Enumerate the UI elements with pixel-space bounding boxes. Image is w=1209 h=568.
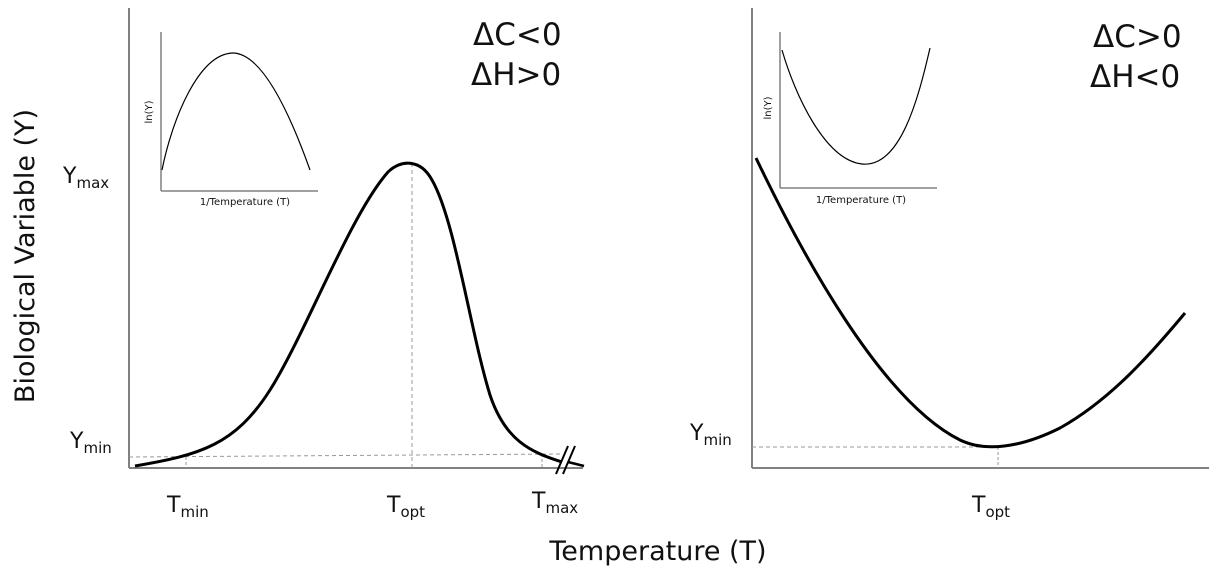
left-inset-ylabel: ln(Y) <box>144 100 155 123</box>
left-panel: Ymax Ymin Tmin Topt Tmax ΔC<0 ΔH>0 ln(Y)… <box>62 8 585 521</box>
left-ymin-guide <box>128 453 561 458</box>
right-delta-c: ΔC>0 <box>1093 19 1182 55</box>
left-inset: ln(Y) 1/Temperature (T) <box>144 32 318 208</box>
tmin-label: Tmin <box>166 493 209 521</box>
right-response-curve <box>754 157 1187 449</box>
right-delta-h: ΔH<0 <box>1090 59 1180 95</box>
y-axis-title: Biological Variable (Y) <box>10 109 41 403</box>
left-delta-h: ΔH>0 <box>471 57 561 93</box>
tmax-label: Tmax <box>531 489 578 517</box>
right-ymin-label: Ymin <box>689 421 732 449</box>
right-inset-curve <box>781 47 931 165</box>
axis-break-tail <box>567 460 585 468</box>
right-inset: ln(Y) 1/Temperature (T) <box>763 32 937 206</box>
axis-break-mark-1 <box>555 445 569 475</box>
right-topt-label: Topt <box>971 493 1010 521</box>
right-panel: Ymin Topt ΔC>0 ΔH<0 ln(Y) 1/Temperature … <box>689 8 1209 521</box>
left-ymin-label: Ymin <box>69 429 112 457</box>
axis-break-mark-2 <box>562 445 576 475</box>
x-axis-title: Temperature (T) <box>548 536 766 567</box>
left-response-curve <box>134 161 563 468</box>
right-inset-ylabel: ln(Y) <box>763 96 774 119</box>
left-topt-label: Topt <box>386 493 425 521</box>
left-delta-c: ΔC<0 <box>473 17 562 53</box>
right-inset-xlabel: 1/Temperature (T) <box>816 195 906 206</box>
left-inset-xlabel: 1/Temperature (T) <box>200 197 290 208</box>
left-inset-curve <box>161 52 311 171</box>
left-ymax-label: Ymax <box>62 164 109 192</box>
